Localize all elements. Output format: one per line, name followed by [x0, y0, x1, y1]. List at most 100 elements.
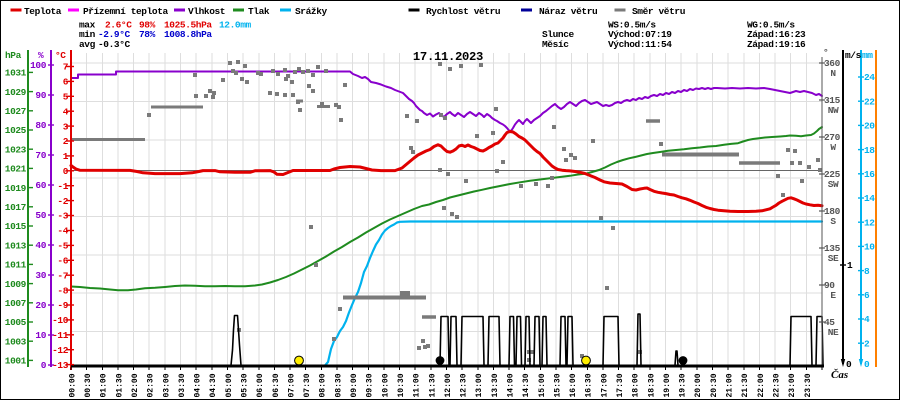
svg-text:W: W — [830, 142, 836, 153]
svg-text:max: max — [79, 20, 96, 31]
svg-text:-3: -3 — [57, 211, 68, 222]
svg-text:Východ:11:54: Východ:11:54 — [608, 39, 672, 50]
svg-text:hPa: hPa — [5, 50, 22, 61]
svg-text:6: 6 — [63, 77, 69, 88]
svg-text:8: 8 — [864, 266, 870, 277]
svg-text:00:30: 00:30 — [84, 373, 93, 397]
svg-text:Srážky: Srážky — [295, 6, 328, 17]
svg-text:12:30: 12:30 — [460, 373, 469, 397]
svg-text:21:00: 21:00 — [726, 373, 735, 397]
svg-text:11:30: 11:30 — [428, 373, 437, 397]
svg-text:78%: 78% — [139, 29, 156, 40]
svg-text:180: 180 — [824, 206, 841, 217]
svg-text:WS:0.5m/s: WS:0.5m/s — [608, 20, 656, 31]
svg-text:50: 50 — [35, 210, 46, 221]
svg-text:02:30: 02:30 — [147, 373, 156, 397]
svg-text:10: 10 — [864, 242, 875, 253]
svg-text:1019: 1019 — [5, 183, 27, 194]
svg-text:1013: 1013 — [5, 240, 27, 251]
svg-text:-2: -2 — [57, 196, 68, 207]
svg-text:1: 1 — [847, 260, 853, 271]
svg-text:1001: 1001 — [5, 356, 27, 367]
svg-text:08:00: 08:00 — [319, 373, 328, 397]
svg-text:19:30: 19:30 — [679, 373, 688, 397]
svg-text:14:30: 14:30 — [522, 373, 531, 397]
svg-text:-2.9°C: -2.9°C — [98, 29, 131, 40]
svg-text:02:00: 02:00 — [131, 373, 140, 397]
svg-text:13:00: 13:00 — [475, 373, 484, 397]
svg-text:06:30: 06:30 — [272, 373, 281, 397]
svg-text:5: 5 — [63, 92, 69, 103]
svg-text:1017: 1017 — [5, 202, 27, 213]
svg-text:225: 225 — [824, 169, 841, 180]
svg-text:0: 0 — [41, 360, 47, 371]
svg-text:21:30: 21:30 — [741, 373, 750, 397]
svg-text:Východ:07:19: Východ:07:19 — [608, 29, 672, 40]
svg-text:20:30: 20:30 — [710, 373, 719, 397]
svg-text:Západ:16:23: Západ:16:23 — [747, 29, 806, 40]
svg-text:15:30: 15:30 — [553, 373, 562, 397]
svg-text:Měsíc: Měsíc — [542, 39, 569, 50]
svg-text:2.6°C: 2.6°C — [105, 20, 132, 31]
svg-text:-6: -6 — [57, 256, 68, 267]
svg-text:23:00: 23:00 — [788, 373, 797, 397]
svg-text:7: 7 — [63, 62, 69, 73]
svg-text:1005: 1005 — [5, 317, 27, 328]
svg-text:Slunce: Slunce — [542, 29, 575, 40]
svg-text:09:30: 09:30 — [366, 373, 375, 397]
svg-text:15:00: 15:00 — [538, 373, 547, 397]
svg-text:1003: 1003 — [5, 336, 27, 347]
svg-text:14:00: 14:00 — [507, 373, 516, 397]
svg-text:1009: 1009 — [5, 279, 27, 290]
svg-text:1029: 1029 — [5, 87, 27, 98]
svg-text:14: 14 — [864, 193, 875, 204]
svg-text:12: 12 — [864, 217, 875, 228]
svg-text:-1: -1 — [57, 181, 68, 192]
svg-text:mm: mm — [862, 50, 873, 61]
svg-text:17:00: 17:00 — [600, 373, 609, 397]
svg-text:1025: 1025 — [5, 125, 27, 136]
svg-text:03:00: 03:00 — [162, 373, 171, 397]
svg-text:20:00: 20:00 — [694, 373, 703, 397]
svg-text:-9: -9 — [57, 300, 68, 311]
svg-text:98%: 98% — [139, 20, 156, 31]
svg-text:°C: °C — [55, 50, 66, 61]
svg-text:17:30: 17:30 — [616, 373, 625, 397]
svg-text:4: 4 — [864, 314, 870, 325]
svg-text:-8: -8 — [57, 285, 68, 296]
svg-text:11:00: 11:00 — [413, 373, 422, 397]
svg-text:3: 3 — [63, 121, 69, 132]
svg-text:0: 0 — [63, 166, 69, 177]
svg-text:%: % — [38, 50, 44, 61]
svg-text:Rychlost větru: Rychlost větru — [426, 6, 501, 17]
svg-text:16:00: 16:00 — [569, 373, 578, 397]
svg-text:-7: -7 — [57, 270, 68, 281]
svg-text:SW: SW — [828, 179, 839, 190]
svg-text:360: 360 — [824, 58, 841, 69]
svg-text:1007: 1007 — [5, 298, 27, 309]
svg-text:NW: NW — [828, 105, 839, 116]
svg-text:2: 2 — [63, 136, 69, 147]
svg-text:05:30: 05:30 — [241, 373, 250, 397]
svg-text:Čas: Čas — [831, 368, 848, 381]
svg-text:-10: -10 — [52, 315, 69, 326]
svg-text:19:00: 19:00 — [663, 373, 672, 397]
svg-text:315: 315 — [824, 95, 841, 106]
svg-text:12:00: 12:00 — [444, 373, 453, 397]
svg-text:Tlak: Tlak — [248, 6, 270, 17]
svg-text:22:00: 22:00 — [757, 373, 766, 397]
svg-text:2: 2 — [864, 338, 870, 349]
svg-text:E: E — [830, 290, 836, 301]
svg-text:Směr větru: Směr větru — [632, 6, 686, 17]
svg-text:00:00: 00:00 — [68, 373, 77, 397]
svg-text:05:00: 05:00 — [225, 373, 234, 397]
svg-text:Teplota: Teplota — [24, 6, 62, 17]
svg-text:270: 270 — [824, 132, 841, 143]
svg-text:07:00: 07:00 — [287, 373, 296, 397]
svg-text:01:30: 01:30 — [115, 373, 124, 397]
svg-text:01:00: 01:00 — [100, 373, 109, 397]
svg-text:-11: -11 — [52, 330, 69, 341]
svg-text:80: 80 — [35, 120, 46, 131]
svg-text:1023: 1023 — [5, 144, 27, 155]
svg-text:6: 6 — [864, 290, 870, 301]
